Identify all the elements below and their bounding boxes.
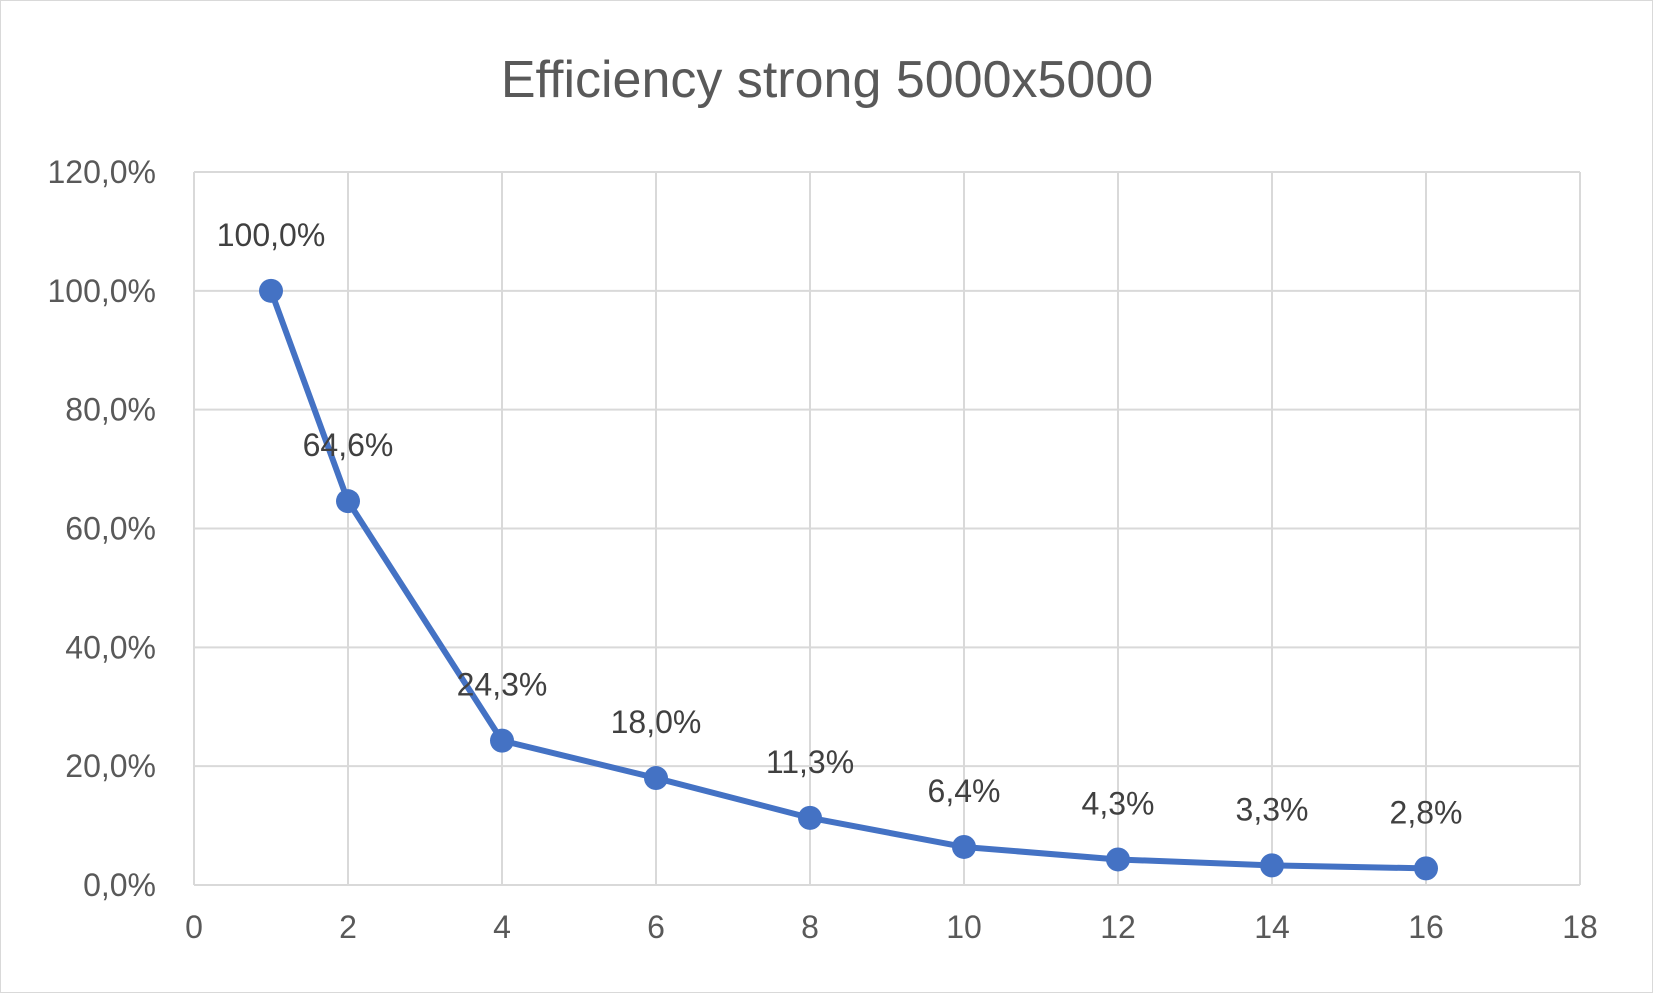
y-tick-label: 120,0% — [47, 154, 156, 190]
data-point — [644, 766, 668, 791]
y-tick-label: 80,0% — [65, 392, 156, 428]
data-point — [1414, 856, 1438, 881]
data-label: 4,3% — [1082, 785, 1155, 821]
data-markers — [259, 278, 1438, 881]
x-tick-label: 18 — [1562, 909, 1598, 945]
series-line-layer — [268, 289, 1427, 872]
data-label: 2,8% — [1390, 794, 1463, 830]
data-point — [952, 834, 976, 859]
y-tick-label: 40,0% — [65, 629, 156, 665]
x-tick-label: 14 — [1254, 909, 1290, 945]
data-labels: 100,0% 64,6% 24,3% 18,0% 11,3% 6,4% 4,3% 3,3% 2,… — [217, 217, 1463, 831]
axis-tick-labels: 0 2 4 6 8 10 12 14 16 18 0,0% 20,0% 40,0% 60,0% 80,0% 1… — [47, 154, 1597, 945]
x-tick-label: 16 — [1408, 909, 1444, 945]
data-label: 24,3% — [457, 667, 548, 703]
y-tick-label: 100,0% — [47, 273, 156, 309]
data-label: 18,0% — [611, 704, 702, 740]
x-tick-label: 2 — [339, 909, 357, 945]
series-line — [268, 289, 1427, 872]
data-point — [336, 489, 360, 514]
data-label: 100,0% — [217, 217, 326, 253]
data-point — [259, 278, 283, 303]
y-tick-label: 60,0% — [65, 511, 156, 547]
x-tick-label: 8 — [801, 909, 819, 945]
data-point — [1260, 853, 1284, 878]
data-point — [798, 805, 822, 830]
chart-title: Efficiency strong 5000x5000 — [501, 51, 1153, 109]
data-label: 11,3% — [766, 744, 854, 780]
data-label: 3,3% — [1236, 791, 1309, 827]
x-tick-label: 6 — [647, 909, 665, 945]
x-tick-label: 10 — [946, 909, 982, 945]
x-tick-label: 0 — [185, 909, 203, 945]
y-tick-label: 20,0% — [65, 748, 156, 784]
data-point — [490, 728, 514, 753]
gridlines — [193, 171, 1581, 886]
data-label: 64,6% — [303, 427, 394, 463]
data-label: 6,4% — [928, 773, 1001, 809]
data-point — [1106, 847, 1130, 872]
y-tick-label: 0,0% — [83, 867, 156, 903]
x-tick-label: 12 — [1100, 909, 1136, 945]
x-tick-label: 4 — [493, 909, 511, 945]
